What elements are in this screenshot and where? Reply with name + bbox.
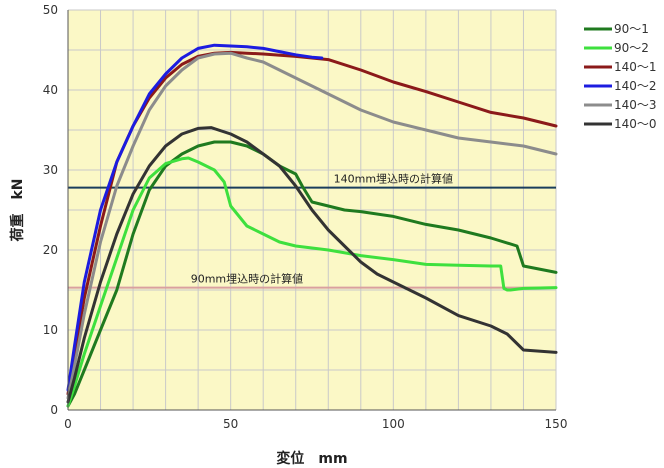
y-axis-title: 荷重 kN — [9, 178, 26, 242]
x-tick-label: 100 — [382, 417, 405, 431]
x-tick-label: 150 — [545, 417, 568, 431]
y-tick-label: 20 — [43, 243, 58, 257]
y-tick-label: 0 — [50, 403, 58, 417]
axes — [67, 10, 556, 411]
y-tick-label: 10 — [43, 323, 58, 337]
legend-label: 140～3 — [614, 98, 657, 112]
tick-labels: 0 50 100 150 0 10 20 30 40 50 — [43, 3, 568, 431]
series-line — [66, 51, 558, 400]
series-lines — [66, 43, 558, 408]
legend-label: 140～1 — [614, 60, 657, 74]
x-tick-label: 50 — [223, 417, 238, 431]
series-line — [66, 156, 558, 408]
y-tick-label: 50 — [43, 3, 58, 17]
series-line — [66, 43, 324, 392]
reference-line-label: 140mm埋込時の計算値 — [334, 172, 453, 186]
legend-label: 90～1 — [614, 22, 649, 36]
legend-label: 140～0 — [614, 117, 657, 131]
series-line — [66, 126, 558, 404]
legend: 90～1 90～2 140～1 140～2 140～3 140～0 — [584, 22, 657, 131]
legend-label: 140～2 — [614, 79, 657, 93]
y-tick-label: 30 — [43, 163, 58, 177]
x-tick-label: 0 — [64, 417, 72, 431]
y-tick-label: 40 — [43, 83, 58, 97]
x-axis-title: 変位 mm — [276, 450, 347, 467]
legend-label: 90～2 — [614, 41, 649, 55]
reference-line-label: 90mm埋込時の計算値 — [191, 272, 303, 286]
